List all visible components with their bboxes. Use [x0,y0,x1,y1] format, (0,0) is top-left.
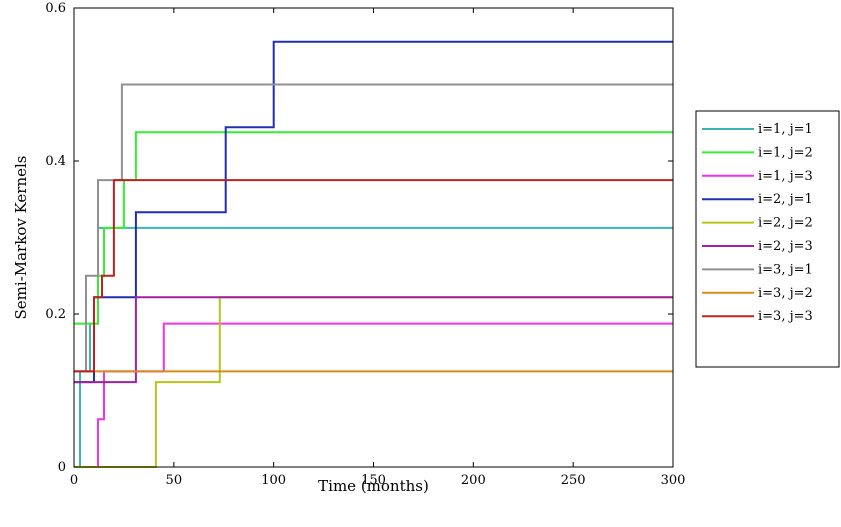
y-tick-label: 0.4 [45,154,66,169]
legend-label-8: i=3, j=2 [758,286,813,301]
series-line-9 [74,179,673,373]
x-tick-label: 300 [661,473,686,488]
x-tick-label: 0 [70,473,78,488]
x-tick-label: 200 [461,473,486,488]
plot-lines [74,40,673,468]
legend-label-4: i=2, j=1 [758,192,813,207]
legend-label-1: i=1, j=1 [758,122,813,137]
series-line-7 [74,83,673,373]
x-tick-label: 250 [561,473,586,488]
legend-label-3: i=1, j=3 [758,169,813,184]
series-line-3 [74,322,673,468]
legend-label-9: i=3, j=3 [758,309,813,324]
x-tick-label: 50 [166,473,183,488]
y-tick-label: 0.6 [45,1,66,16]
legend-label-6: i=2, j=3 [758,239,813,254]
y-axis-label: Semi-Markov Kernels [12,156,30,320]
axis-ticks [73,7,674,468]
axis-tick-labels: 0 50 100 150 200 250 300 0 0.2 0.4 0.6 [45,1,685,488]
x-axis-label: Time (months) [318,477,429,495]
y-tick-label: 0 [58,460,66,475]
legend-label-5: i=2, j=2 [758,216,813,231]
legend-box [695,110,840,368]
y-tick-label: 0.2 [45,307,66,322]
plot-frame [73,7,674,468]
legend: i=1, j=1 i=1, j=2 i=1, j=3 i=2, j=1 i=2, j=2… [695,110,840,368]
legend-label-2: i=1, j=2 [758,145,813,160]
legend-label-7: i=3, j=1 [758,262,813,277]
x-tick-label: 100 [261,473,286,488]
series-line-6 [74,296,673,384]
x-tick-label: 150 [361,473,386,488]
